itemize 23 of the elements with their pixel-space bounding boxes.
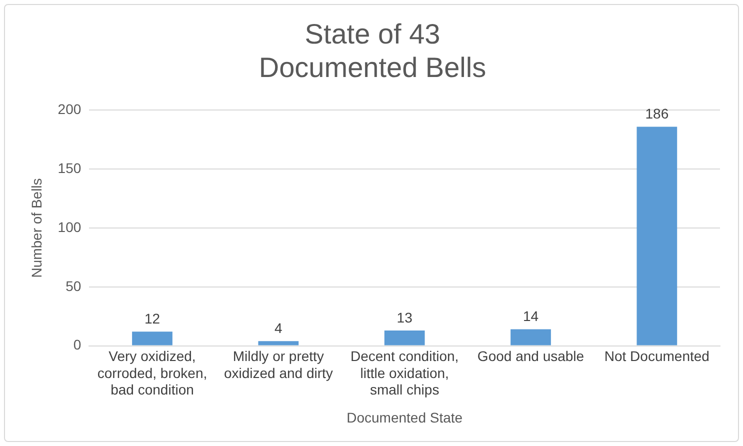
x-axis-title: Documented State [346, 409, 463, 426]
y-tick-label: 100 [58, 218, 82, 235]
x-tick-label: Decent condition, little oxidation, small chips [350, 348, 459, 398]
data-label: 12 [144, 310, 160, 327]
bar [258, 341, 299, 346]
y-tick-label: 50 [66, 278, 82, 294]
data-label: 13 [396, 309, 413, 326]
data-label: 4 [274, 320, 283, 336]
bar [384, 330, 425, 346]
bar [510, 329, 551, 346]
y-axis-title: Number of Bells [28, 178, 44, 278]
bar [636, 126, 678, 346]
data-label: 14 [522, 308, 539, 324]
data-label: 186 [645, 106, 669, 122]
x-tick-label: Very oxidized, corroded, broken, bad condition [97, 348, 208, 398]
x-tick-label: Mildly or pretty oxidized and dirty [224, 348, 333, 381]
y-tick-label: 150 [58, 160, 82, 176]
y-tick-label: 200 [58, 101, 82, 118]
y-tick-label: 0 [73, 336, 82, 353]
chart-title: State of 43 Documented Bells [258, 18, 486, 84]
x-tick-label: Good and usable [477, 348, 584, 364]
bar [132, 332, 172, 346]
x-tick-label: Not Documented [604, 348, 710, 364]
